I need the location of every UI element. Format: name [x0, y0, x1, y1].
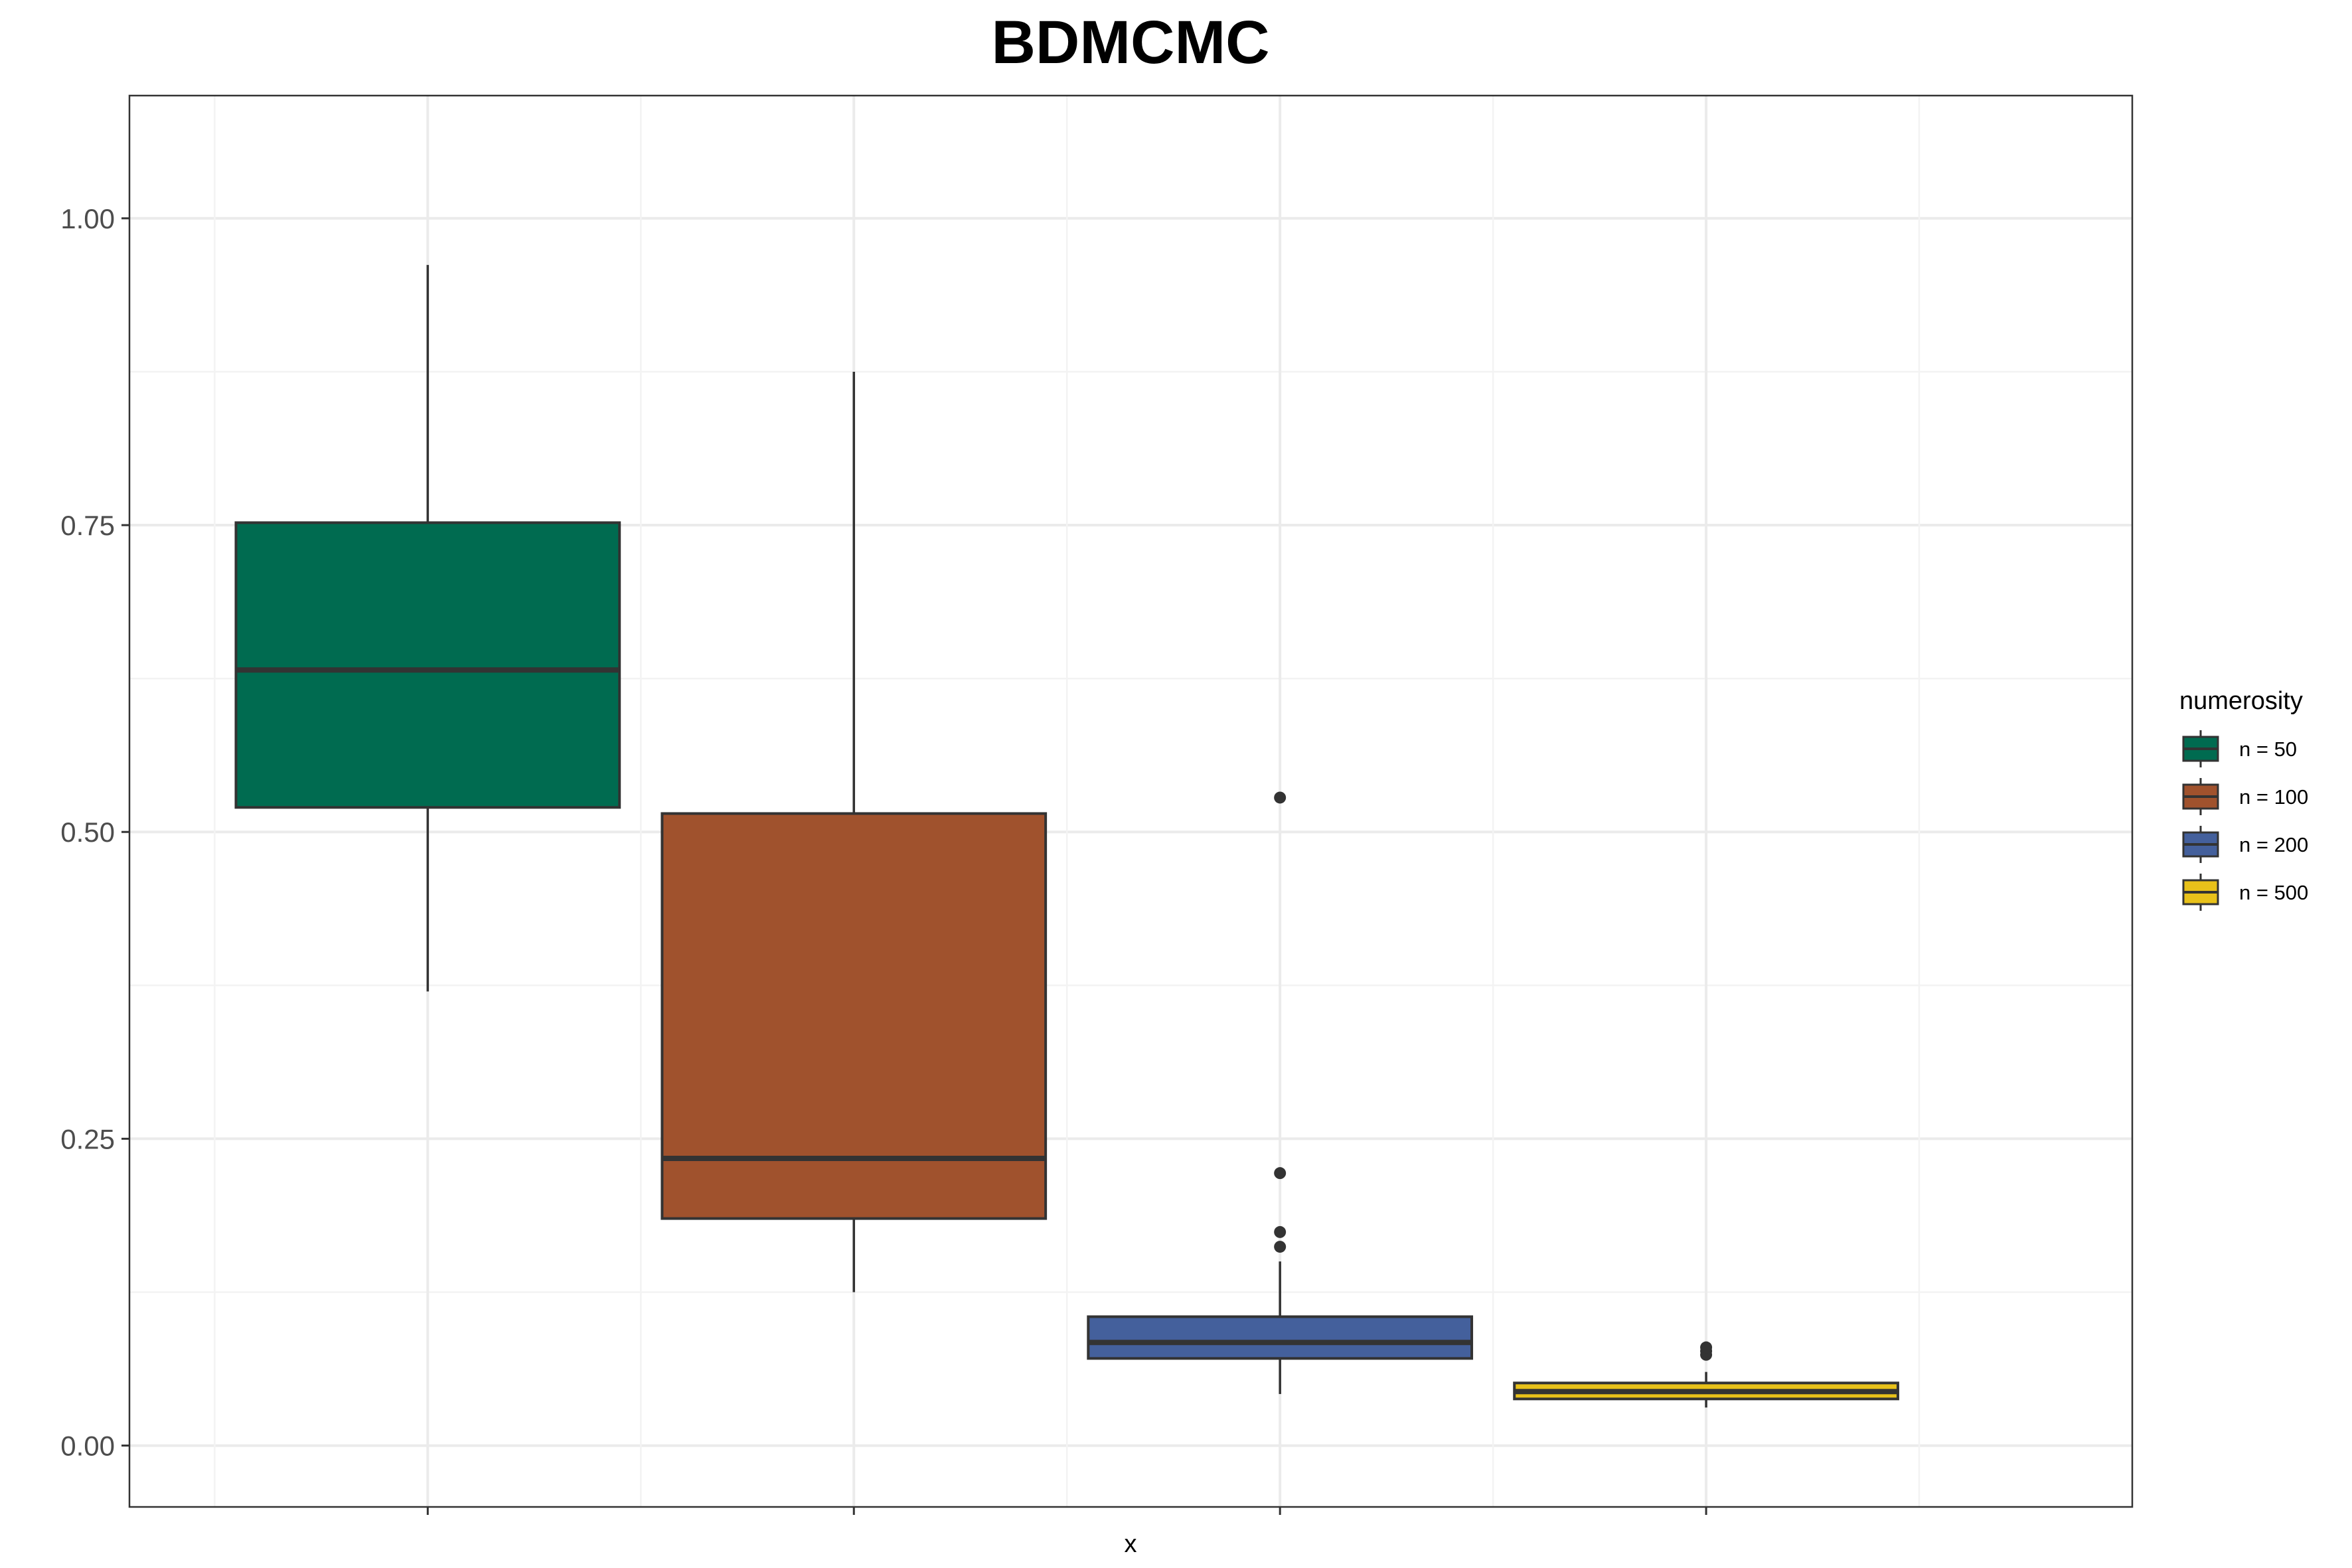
box-body: [234, 521, 621, 809]
panel-border: [128, 94, 2134, 1508]
legend-item: n = 200: [2182, 826, 2308, 863]
box-2: [661, 371, 1048, 1293]
outlier-point: [1274, 1225, 1287, 1238]
outlier-point: [1274, 791, 1287, 804]
legend-label: n = 500: [2239, 881, 2308, 904]
legend-label: n = 100: [2239, 785, 2308, 809]
legend-item: n = 500: [2182, 874, 2308, 911]
box-3: [1087, 791, 1474, 1394]
x-axis: [426, 1507, 1707, 1515]
box-body: [1087, 1315, 1474, 1360]
y-tick-label: 0.50: [60, 817, 115, 848]
outlier-point: [1700, 1341, 1713, 1354]
chart-title: BDMCMC: [991, 9, 1269, 76]
legend-label: n = 50: [2239, 738, 2297, 761]
x-axis-title: x: [1125, 1530, 1137, 1558]
y-tick-label: 1.00: [60, 203, 115, 234]
y-tick-label: 0.75: [60, 510, 115, 541]
box-4: [1513, 1341, 1899, 1408]
boxes: [234, 265, 1899, 1408]
legend-item: n = 50: [2182, 730, 2297, 767]
y-tick-label: 0.00: [60, 1431, 115, 1462]
y-tick-label: 0.25: [60, 1123, 115, 1154]
outlier-point: [1274, 1167, 1287, 1180]
legend: numerosity n = 50 n = 100 n = 200 n = 500: [2179, 687, 2308, 911]
outlier-point: [1274, 1241, 1287, 1253]
legend-label: n = 200: [2239, 833, 2308, 856]
legend-title: numerosity: [2179, 687, 2303, 715]
box-body: [661, 812, 1048, 1220]
y-axis: 0.00 0.25 0.50 0.75 1.00: [60, 203, 129, 1462]
legend-item: n = 100: [2182, 778, 2308, 815]
box-1: [234, 265, 621, 992]
